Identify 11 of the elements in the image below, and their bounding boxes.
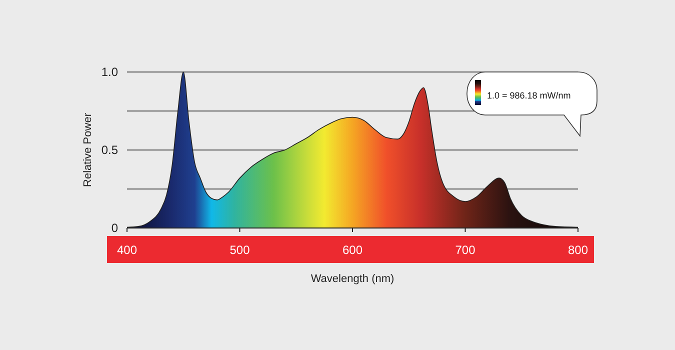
x-tick-label: 500 <box>230 243 250 258</box>
y-tick-label: 0.5 <box>101 143 118 158</box>
x-axis-title: Wavelength (nm) <box>310 273 394 285</box>
y-tick-label: 0 <box>111 221 118 236</box>
y-axis-title: Relative Power <box>82 112 94 187</box>
x-tick-label: 600 <box>342 243 363 258</box>
annotation: 1.0 = 986.18 mW/nm <box>487 90 571 101</box>
x-tick-label: 800 <box>568 243 588 258</box>
x-tick-label: 400 <box>116 243 138 258</box>
x-tick-label: 700 <box>455 243 476 258</box>
y-tick-label: 1.0 <box>101 65 118 80</box>
